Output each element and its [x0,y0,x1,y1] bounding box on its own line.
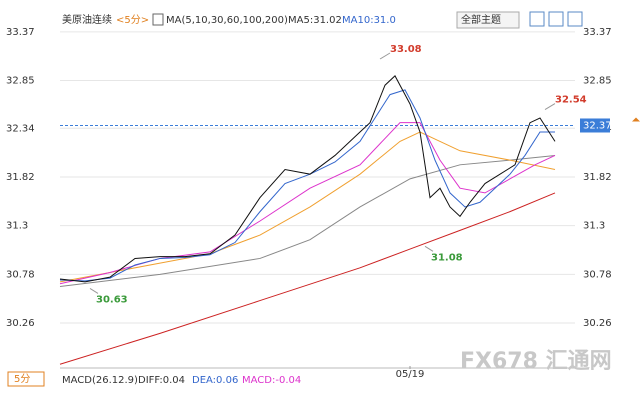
ma-line [59,192,556,365]
x-tick-label: 05/19 [396,369,425,380]
button[interactable] [548,11,564,27]
ma-line [59,154,556,288]
high-marker [379,52,391,60]
low-marker [424,245,434,252]
button[interactable] [567,11,583,27]
y-tick-label: 30.78 [6,269,35,280]
low-label: 31.08 [431,252,463,263]
ma-line [59,89,555,282]
last-price-box [580,118,610,133]
high-label: 33.08 [390,44,422,55]
y-tick-label: 30.26 [6,318,35,329]
dea-label: DEA:0.06 [192,375,238,386]
button[interactable] [529,11,545,27]
y-tick-label-right: 30.26 [583,318,612,329]
low-label: 30.63 [96,294,128,305]
ma-icon [152,13,164,26]
y-tick-label-right: 30.78 [583,269,612,280]
footer-period: 5分 [14,373,30,385]
ma5-legend: MA5:31.02 [288,15,342,26]
high-label: 32.54 [555,95,587,106]
ma10-legend: MA10:31.0 [342,15,396,26]
ma-line [59,75,556,283]
y-tick-label: 32.34 [6,123,35,134]
y-tick-label: 31.82 [6,172,35,183]
y-tick-label-right: 31.82 [583,172,612,183]
y-tick-label: 32.85 [6,76,35,87]
macd-value: MACD:-0.04 [242,375,301,386]
last-price-label: 32.37 [583,120,612,131]
theme-select[interactable] [456,11,520,29]
y-tick-label-right: 31.3 [583,221,605,232]
diff-label: DIFF:0.04 [138,375,185,386]
y-tick-label-right: 32.85 [583,76,612,87]
last-price-arrow [632,117,640,122]
symbol: 美原油连续 [62,13,112,26]
y-tick-label: 31.3 [6,221,28,232]
theme-label: 全部主题 [461,13,501,26]
watermark: FX678 汇通网 [460,349,612,374]
y-tick-label-right: 33.37 [583,27,612,38]
macd-label: MACD(26.12.9) [62,375,138,386]
y-tick-label: 33.37 [6,27,35,38]
ma-settings: MA(5,10,30,60,100,200) [166,15,288,26]
period-button[interactable] [7,371,45,387]
low-marker [89,287,99,294]
period: <5分> [116,14,149,26]
high-marker [544,103,556,110]
